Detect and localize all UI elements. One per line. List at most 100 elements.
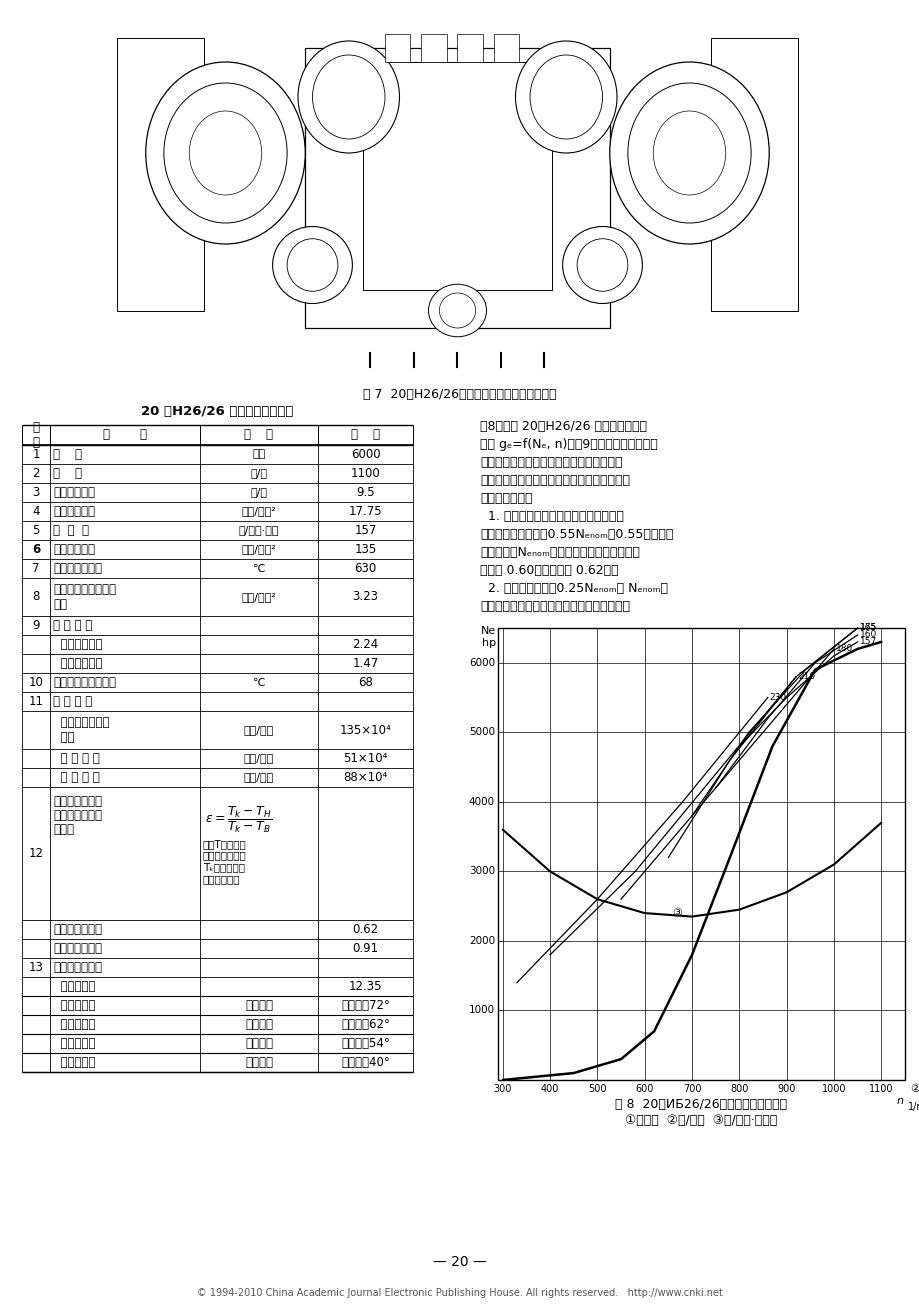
Text: 20 丧Н26/26 柴油机主要参数表: 20 丧Н26/26 柴油机主要参数表	[142, 405, 293, 418]
Text: 单    位: 单 位	[244, 429, 273, 442]
Text: 135×10⁴: 135×10⁴	[339, 724, 391, 737]
Text: 数    値: 数 値	[351, 429, 380, 442]
Ellipse shape	[529, 55, 602, 139]
Text: 曲轴转角: 曲轴转角	[244, 1037, 273, 1050]
Ellipse shape	[562, 227, 641, 304]
Text: 化。当发动机功率从0.55Nₑₙₒₘ（0.55的额定功: 化。当发动机功率从0.55Nₑₙₒₘ（0.55的额定功	[480, 528, 673, 541]
Text: 1100: 1100	[350, 467, 380, 480]
Text: 180: 180	[835, 645, 852, 653]
Text: 1/min: 1/min	[907, 1103, 919, 1112]
Text: 高压压气机处: 高压压气机处	[53, 657, 102, 670]
Text: 宽广范围内，气缸盖进口处的空气压力与排气: 宽广范围内，气缸盖进口处的空气压力与排气	[480, 600, 630, 614]
Text: 800: 800	[730, 1084, 748, 1093]
Text: 上止点后62°: 上止点后62°	[341, 1019, 390, 1030]
Text: 12: 12	[28, 847, 43, 860]
Ellipse shape	[627, 83, 750, 223]
Text: 1000: 1000	[469, 1006, 494, 1016]
Text: 3: 3	[32, 486, 40, 499]
Text: 空 气 压 比: 空 气 压 比	[53, 619, 92, 632]
Text: 下止点后40°: 下止点后40°	[341, 1055, 390, 1068]
Text: 8: 8	[32, 590, 40, 603]
Text: 1100: 1100	[868, 1084, 892, 1093]
Text: 这里T为每个中
冷器中的水温；
Tₖ为压气机后
的空气温度。: 这里T为每个中 冷器中的水温； Tₖ为压气机后 的空气温度。	[203, 839, 246, 884]
Text: 230: 230	[769, 694, 786, 701]
Text: 排气门开启: 排气门开启	[53, 999, 96, 1012]
Text: 上止点前54°: 上止点前54°	[341, 1037, 390, 1050]
Text: 传 给 滑 油: 传 给 滑 油	[53, 771, 99, 784]
Text: 3000: 3000	[469, 867, 494, 876]
Bar	[494, 34, 518, 62]
Text: 下止点前72°: 下止点前72°	[341, 999, 390, 1012]
Text: 公斤/厘米²: 公斤/厘米²	[242, 544, 276, 555]
Text: 进气门开启: 进气门开启	[53, 1037, 96, 1050]
Text: 9: 9	[32, 619, 40, 632]
Text: 特性 gₑ=f(Nₑ, n)。图9则给出了该发动机的: 特性 gₑ=f(Nₑ, n)。图9则给出了该发动机的	[480, 438, 657, 451]
Text: 2000: 2000	[469, 936, 494, 947]
Text: 700: 700	[682, 1084, 700, 1093]
Text: 175: 175	[858, 624, 876, 632]
Text: 发动机调节参数: 发动机调节参数	[53, 961, 102, 974]
Text: 6000: 6000	[469, 658, 494, 667]
Ellipse shape	[298, 41, 399, 153]
Ellipse shape	[428, 284, 486, 337]
Text: 中，我们可以看到两级增压对发动机参数有如: 中，我们可以看到两级增压对发动机参数有如	[480, 475, 630, 486]
Text: 参        数: 参 数	[103, 429, 147, 442]
Ellipse shape	[576, 239, 627, 291]
Text: 图 8  20丧ИБ26/26型柴油机的万有特性: 图 8 20丧ИБ26/26型柴油机的万有特性	[615, 1099, 787, 1110]
Text: 6000: 6000	[350, 448, 380, 461]
Text: 9.5: 9.5	[356, 486, 374, 499]
Ellipse shape	[272, 227, 352, 304]
Text: 500: 500	[587, 1084, 606, 1093]
Text: — 20 —: — 20 —	[433, 1255, 486, 1269]
Text: 1. 涡轮增压器的效率随运行特性平滑变: 1. 涡轮增压器的效率随运行特性平滑变	[480, 510, 623, 523]
Text: 平均有效压力: 平均有效压力	[53, 505, 95, 518]
Text: 序
号: 序 号	[32, 421, 40, 448]
Ellipse shape	[609, 62, 768, 244]
Text: 转/分: 转/分	[250, 468, 267, 479]
Text: 400: 400	[540, 1084, 559, 1093]
Text: 1.47: 1.47	[352, 657, 379, 670]
Text: 率）变化到Nₑₙₒₘ时，涡轮增压器的效率値都: 率）变化到Nₑₙₒₘ时，涡轮增压器的效率値都	[480, 545, 640, 558]
Text: 千卡/小时: 千卡/小时	[244, 725, 274, 735]
Text: 160: 160	[858, 631, 876, 640]
Text: 157: 157	[354, 524, 376, 538]
Text: ℃: ℃	[253, 564, 265, 573]
Text: 克/马力·小时: 克/马力·小时	[239, 526, 279, 535]
Text: 气缸盖处的增压空气
压力: 气缸盖处的增压空气 压力	[53, 583, 116, 611]
Bar	[363, 62, 551, 290]
Text: ℃: ℃	[253, 678, 265, 687]
Text: 一些主要参数随运行特性的变化。在这两图: 一些主要参数随运行特性的变化。在这两图	[480, 456, 622, 469]
Text: 涡轮前燃气温度: 涡轮前燃气温度	[53, 562, 102, 576]
Text: 千卡/小时: 千卡/小时	[244, 754, 274, 763]
Text: 165: 165	[858, 624, 876, 632]
Text: 高压压气机之后: 高压压气机之后	[53, 943, 102, 954]
Text: n: n	[895, 1096, 902, 1106]
Text: 进气门关闭: 进气门关闭	[53, 1055, 96, 1068]
Text: 从全部增压空气: 从全部增压空气	[53, 794, 102, 808]
Text: 210: 210	[798, 673, 814, 682]
Text: 51×10⁴: 51×10⁴	[343, 753, 387, 766]
Text: 7: 7	[32, 562, 40, 576]
Text: 1: 1	[32, 448, 40, 461]
Ellipse shape	[287, 239, 337, 291]
Text: 0.62: 0.62	[352, 923, 378, 936]
Text: 0.91: 0.91	[352, 943, 378, 954]
Text: ③: ③	[672, 909, 682, 918]
Text: 低压压气机之后: 低压压气机之后	[53, 923, 102, 936]
Text: 几何压缩比: 几何压缩比	[53, 981, 96, 992]
Text: 转    速: 转 速	[53, 467, 82, 480]
Text: 千卡/小时: 千卡/小时	[244, 772, 274, 783]
Text: 图8给出了 20丧Н26/26 型柴油机的万有: 图8给出了 20丧Н26/26 型柴油机的万有	[480, 420, 646, 433]
Text: 300: 300	[493, 1084, 511, 1093]
Ellipse shape	[164, 83, 287, 223]
Text: 10: 10	[28, 676, 43, 690]
Text: 1000: 1000	[821, 1084, 845, 1093]
Ellipse shape	[189, 111, 262, 195]
Text: 传给发动机冷却
  系统: 传给发动机冷却 系统	[53, 716, 109, 745]
Text: 600: 600	[635, 1084, 653, 1093]
Bar	[497, 628, 904, 1080]
Ellipse shape	[312, 55, 384, 139]
Text: 活塞平均速度: 活塞平均速度	[53, 486, 95, 499]
Text: 公斤/厘米²: 公斤/厘米²	[242, 506, 276, 517]
Text: 传 给 滑 油: 传 给 滑 油	[53, 753, 99, 766]
